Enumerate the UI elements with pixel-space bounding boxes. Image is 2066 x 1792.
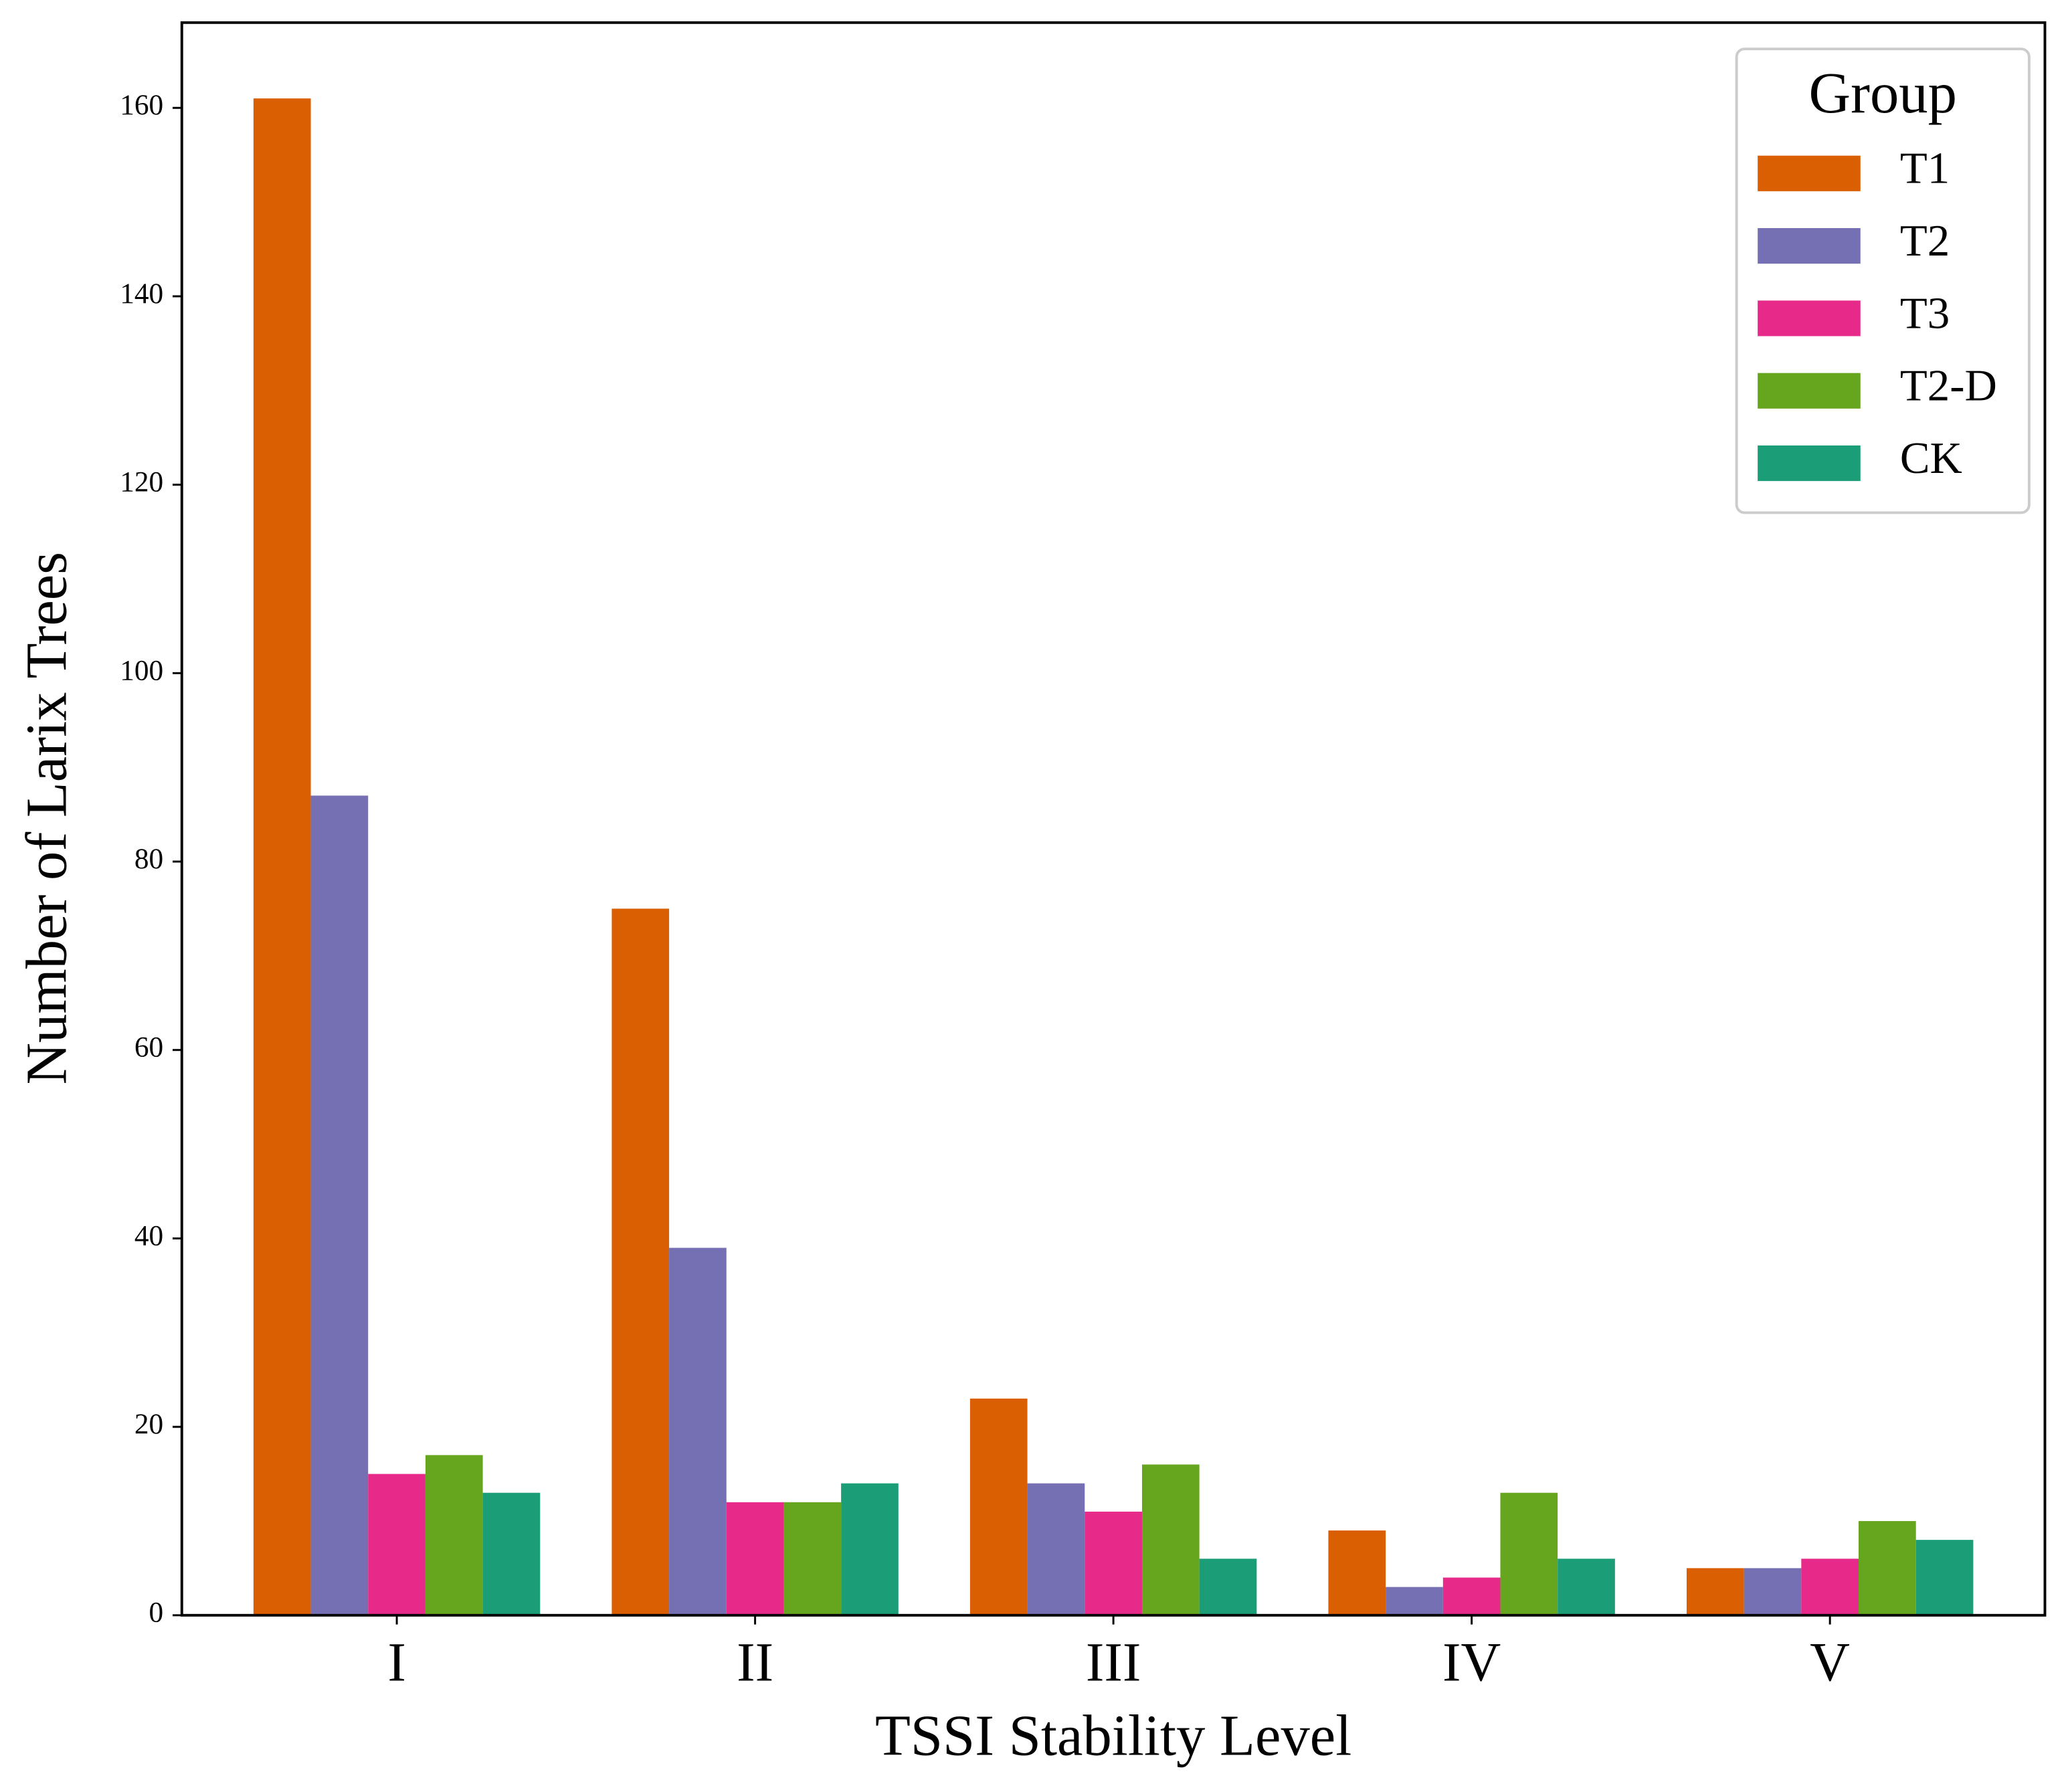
bar <box>310 795 369 1615</box>
bar <box>1141 1464 1200 1615</box>
bar <box>368 1474 426 1615</box>
bar <box>1386 1587 1443 1615</box>
x-tick-label: V <box>1810 1631 1850 1693</box>
bar <box>1744 1568 1802 1615</box>
legend-label: CK <box>1900 433 1962 483</box>
bar <box>726 1502 784 1615</box>
legend-label: T2 <box>1900 216 1950 266</box>
x-tick-label: II <box>737 1631 773 1693</box>
axes-frame <box>180 21 2047 1617</box>
x-tick-label: III <box>1086 1631 1141 1693</box>
bar <box>1027 1483 1085 1615</box>
legend-title: Group <box>1809 61 1957 125</box>
legend-label: T1 <box>1900 144 1950 193</box>
y-tick-label: 120 <box>120 466 163 498</box>
legend-swatch <box>1758 155 1861 191</box>
y-tick-label: 160 <box>120 89 163 121</box>
bar <box>1558 1559 1615 1615</box>
bar <box>1915 1540 1974 1615</box>
y-axis-label: Number of Larix Trees <box>15 552 79 1084</box>
y-tick-label: 40 <box>134 1219 163 1252</box>
y-tick-label: 60 <box>134 1031 163 1064</box>
bar <box>1085 1511 1142 1615</box>
bar <box>1801 1559 1859 1615</box>
legend-swatch <box>1758 300 1861 336</box>
y-tick-label: 20 <box>134 1408 163 1440</box>
bar <box>1328 1530 1386 1615</box>
bar <box>1500 1492 1558 1615</box>
bar <box>969 1398 1028 1615</box>
legend-label: T2-D <box>1900 361 1997 411</box>
bar <box>482 1492 541 1615</box>
bar <box>1686 1568 1744 1615</box>
bar <box>841 1483 899 1615</box>
bar <box>253 98 311 1615</box>
x-axis-label: TSSI Stability Level <box>875 1704 1351 1768</box>
legend-label: T3 <box>1900 288 1950 338</box>
y-tick-label: 0 <box>149 1597 164 1629</box>
bar <box>1199 1559 1257 1615</box>
legend-swatch <box>1758 445 1861 482</box>
legend-swatch <box>1758 373 1861 409</box>
bar <box>612 908 670 1615</box>
legend-swatch <box>1758 228 1861 264</box>
x-tick-label: I <box>387 1631 406 1693</box>
y-tick-label: 100 <box>120 654 163 686</box>
y-tick-label: 80 <box>134 843 163 875</box>
bar <box>1442 1577 1501 1615</box>
bar <box>783 1502 842 1615</box>
legend: Group T1 T2 T3 T2-D CK <box>1735 47 2031 514</box>
y-tick-label: 140 <box>120 278 163 310</box>
x-tick-label: IV <box>1442 1631 1501 1693</box>
bar <box>1859 1520 1916 1615</box>
bar <box>425 1455 483 1615</box>
bar <box>669 1248 727 1615</box>
